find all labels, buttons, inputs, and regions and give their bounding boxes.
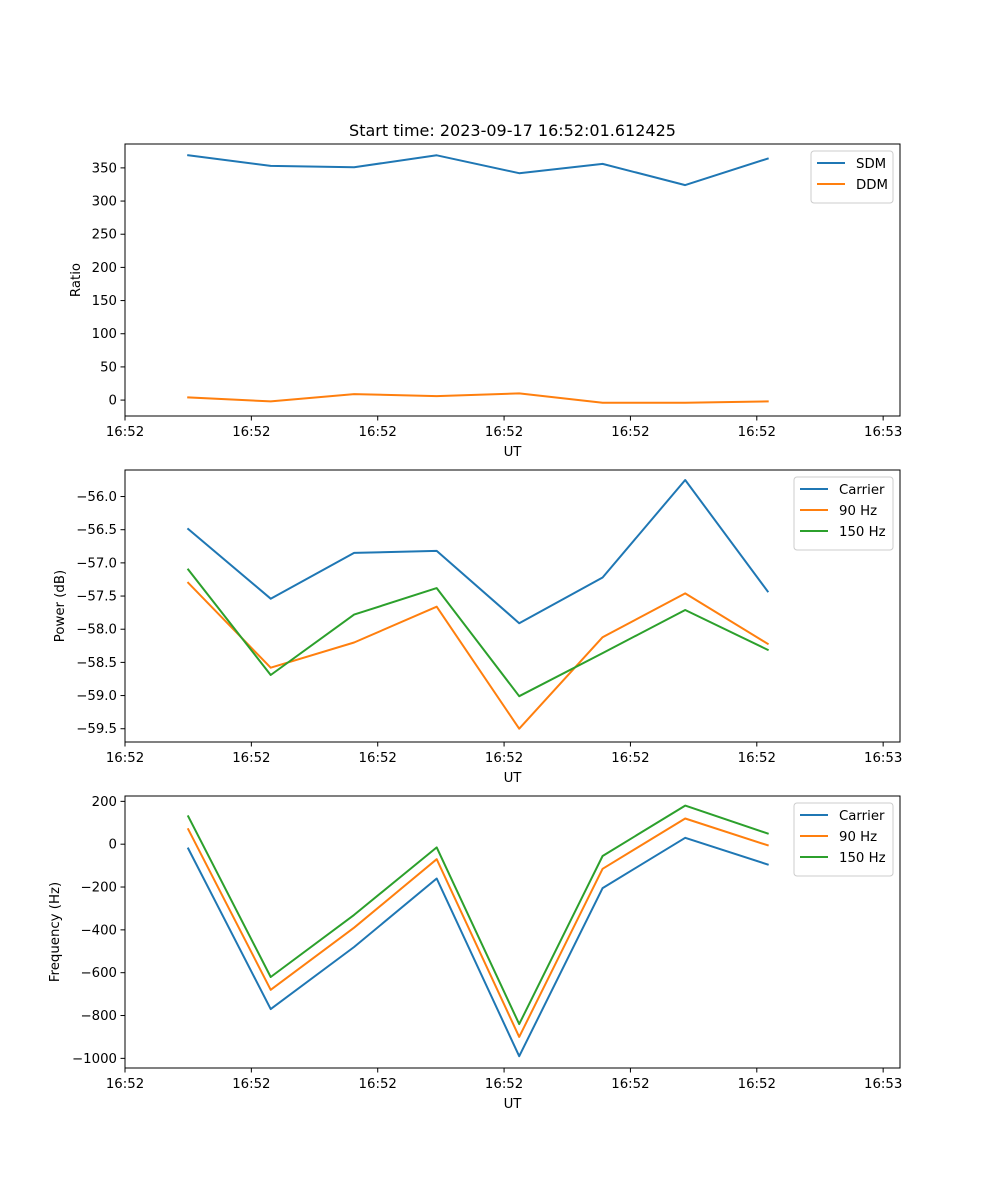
x-tick-label: 16:53 — [864, 751, 902, 766]
legend-label: SDM — [856, 157, 886, 172]
y-tick-label: −58.5 — [76, 656, 117, 671]
x-tick-label: 16:52 — [738, 425, 776, 440]
y-tick-label: −800 — [80, 1009, 117, 1024]
y-tick-label: 350 — [92, 161, 117, 176]
x-tick-label: 16:52 — [106, 425, 144, 440]
plots: 16:52 16:52 16:52 16:52 16:52 16:52 16:53 0 50 10… — [48, 143, 902, 1112]
x-tick-label: 16:52 — [485, 425, 523, 440]
series-lines — [186, 479, 770, 730]
legend: Carrier 90 Hz 150 Hz — [793, 476, 894, 551]
y-tick-label: −200 — [80, 881, 117, 896]
x-tick-label: 16:52 — [738, 751, 776, 766]
x-tick-label: 16:52 — [359, 751, 397, 766]
series-lines — [186, 804, 769, 1058]
x-tick-label: 16:52 — [485, 1077, 523, 1092]
x-tick-label: 16:52 — [485, 751, 523, 766]
y-tick-label: 0 — [109, 838, 117, 853]
series-line-150-hz — [186, 568, 770, 698]
legend: Carrier 90 Hz 150 Hz — [793, 802, 894, 877]
x-axis-label: UT — [504, 445, 523, 460]
subplot-2: 16:52 16:52 16:52 16:52 16:52 16:52 16:53 −59.5… — [53, 469, 902, 786]
axes-frame — [124, 795, 901, 1069]
legend-label: 90 Hz — [839, 830, 877, 845]
x-tick-label: 16:52 — [359, 425, 397, 440]
x-tick-label: 16:52 — [106, 1077, 144, 1092]
y-tick-label: −600 — [80, 966, 117, 981]
series-line-carrier — [186, 836, 769, 1058]
series-line-90-hz — [186, 817, 769, 1038]
y-tick-label: 250 — [92, 228, 117, 243]
x-tick-label: 16:52 — [359, 1077, 397, 1092]
x-tick-label: 16:52 — [611, 1077, 649, 1092]
subplot-1: 16:52 16:52 16:52 16:52 16:52 16:52 16:53 0 50 10… — [69, 143, 902, 460]
series-line-ddm — [187, 392, 769, 404]
x-tick-label: 16:52 — [232, 1077, 270, 1092]
y-tick-label: −56.0 — [76, 490, 117, 505]
legend-label: 150 Hz — [839, 851, 886, 866]
series-line-90-hz — [186, 581, 770, 730]
y-tick-label: −400 — [80, 923, 117, 938]
x-axis-label: UT — [504, 771, 523, 786]
y-axis-label: Power (dB) — [53, 570, 68, 642]
legend-label: 90 Hz — [839, 504, 877, 519]
axes-frame — [124, 469, 901, 743]
x-tick-label: 16:52 — [611, 751, 649, 766]
y-tick-label: −1000 — [72, 1052, 117, 1067]
series-lines — [187, 154, 769, 404]
y-axis-label: Ratio — [69, 263, 84, 297]
subplot-3: 16:52 16:52 16:52 16:52 16:52 16:52 16:53 −1000… — [48, 795, 902, 1112]
legend-label: 150 Hz — [839, 525, 886, 540]
y-tick-label: −58.0 — [76, 623, 117, 638]
y-tick-label: 200 — [92, 261, 117, 276]
y-tick-label: 200 — [92, 795, 117, 810]
x-tick-label: 16:52 — [738, 1077, 776, 1092]
y-tick-label: −56.5 — [76, 523, 117, 538]
y-tick-label: −59.0 — [76, 689, 117, 704]
axes-frame — [124, 143, 901, 417]
y-tick-label: 0 — [109, 394, 117, 409]
x-tick-label: 16:52 — [232, 425, 270, 440]
y-tick-label: −59.5 — [76, 722, 117, 737]
x-axis-label: UT — [504, 1097, 523, 1112]
series-line-sdm — [187, 154, 769, 187]
x-tick-label: 16:52 — [106, 751, 144, 766]
legend: SDM DDM — [810, 150, 894, 204]
x-tick-label: 16:52 — [232, 751, 270, 766]
y-tick-label: 50 — [100, 360, 117, 375]
x-tick-label: 16:53 — [864, 1077, 902, 1092]
x-tick-label: 16:52 — [611, 425, 649, 440]
x-tick-label: 16:53 — [864, 425, 902, 440]
y-tick-label: 150 — [92, 294, 117, 309]
y-axis-label: Frequency (Hz) — [48, 882, 63, 982]
series-line-carrier — [186, 479, 770, 625]
series-line-150-hz — [186, 804, 769, 1026]
y-tick-label: 100 — [92, 327, 117, 342]
y-tick-label: −57.5 — [76, 590, 117, 605]
y-tick-label: 300 — [92, 195, 117, 210]
legend-label: Carrier — [839, 809, 885, 824]
y-tick-label: −57.0 — [76, 556, 117, 571]
legend-label: DDM — [856, 178, 888, 193]
figure-title: Start time: 2023-09-17 16:52:01.612425 — [349, 121, 676, 140]
legend-label: Carrier — [839, 483, 885, 498]
